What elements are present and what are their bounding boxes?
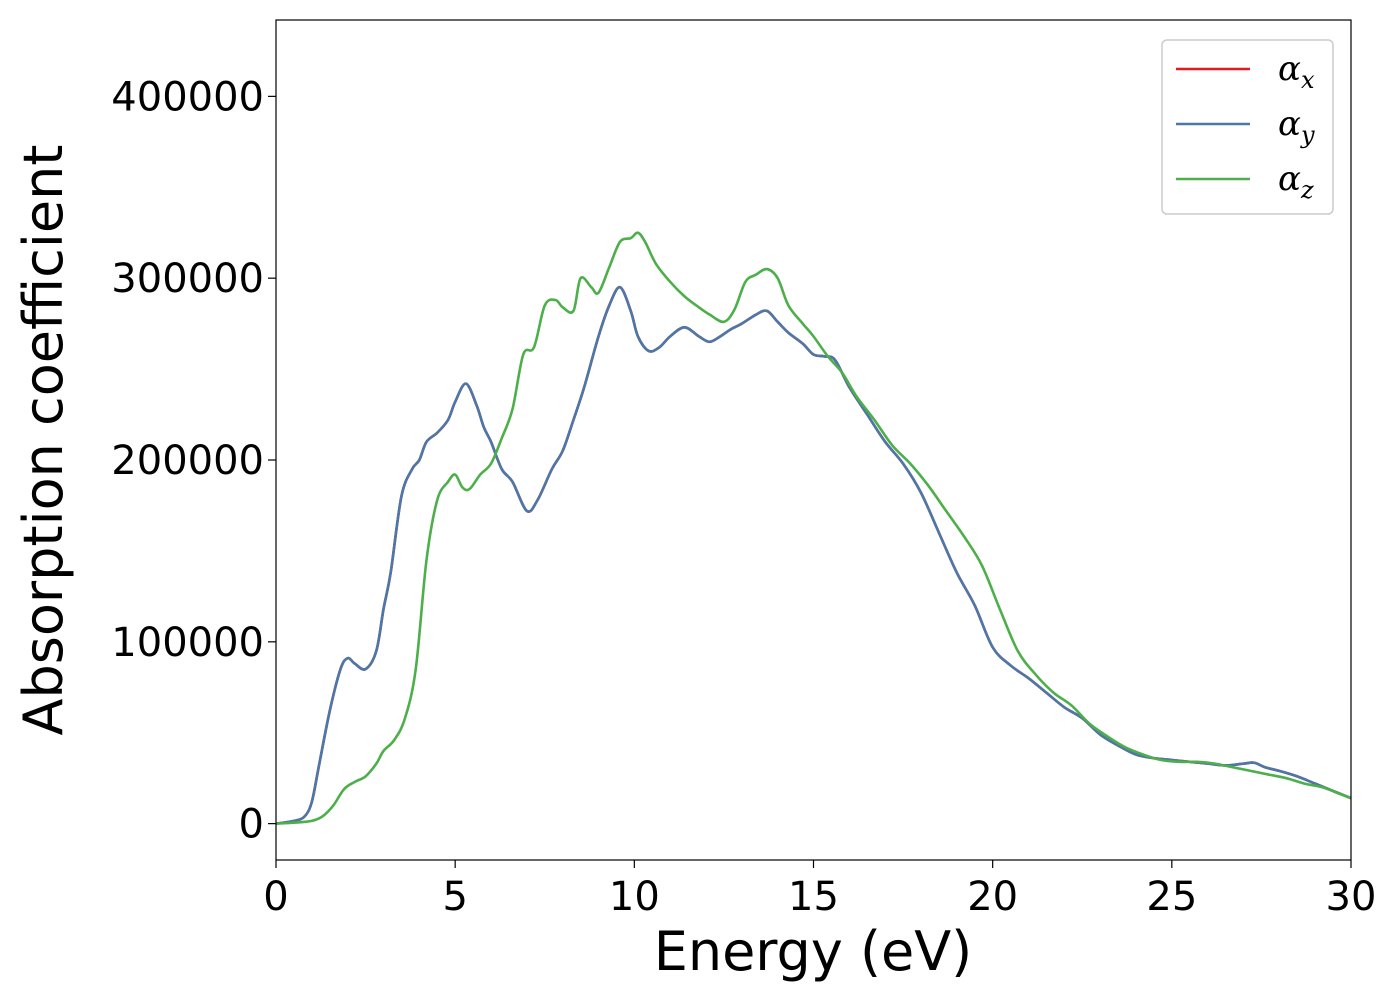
legend-subscript: x — [1301, 66, 1315, 94]
legend-label-alpha-x: αx — [1278, 49, 1315, 94]
x-tick-label: 10 — [609, 874, 660, 920]
y-tick-label: 300000 — [111, 256, 264, 302]
x-tick-label: 5 — [442, 874, 467, 920]
series-layer — [276, 231, 1351, 825]
series-line-alpha-y — [276, 285, 1351, 825]
x-axis-title: Energy (eV) — [654, 920, 973, 983]
x-tick-label: 20 — [967, 874, 1018, 920]
legend-subscript: z — [1300, 176, 1314, 204]
legend-symbol: α — [1278, 104, 1301, 144]
y-tick-label: 0 — [239, 802, 264, 848]
x-tick-label: 30 — [1326, 874, 1377, 920]
x-tick-label: 0 — [263, 874, 288, 920]
legend-label-alpha-y: αy — [1278, 104, 1315, 149]
x-axis: 0 5 10 15 20 25 30 — [263, 860, 1376, 920]
x-tick-label: 25 — [1146, 874, 1197, 920]
y-tick-label: 400000 — [111, 74, 264, 120]
y-axis-title: Absorption coefficient — [12, 145, 75, 736]
legend-symbol: α — [1278, 159, 1301, 199]
legend-label-alpha-z: αz — [1278, 159, 1314, 204]
legend-box — [1161, 39, 1334, 215]
y-tick-label: 200000 — [111, 438, 264, 484]
x-tick-label: 15 — [788, 874, 839, 920]
y-tick-label: 100000 — [111, 620, 264, 666]
legend-subscript: y — [1300, 121, 1315, 149]
y-axis: 0 100000 200000 300000 400000 — [111, 74, 276, 848]
series-line-alpha-z — [276, 231, 1351, 825]
legend-symbol: α — [1278, 49, 1301, 89]
